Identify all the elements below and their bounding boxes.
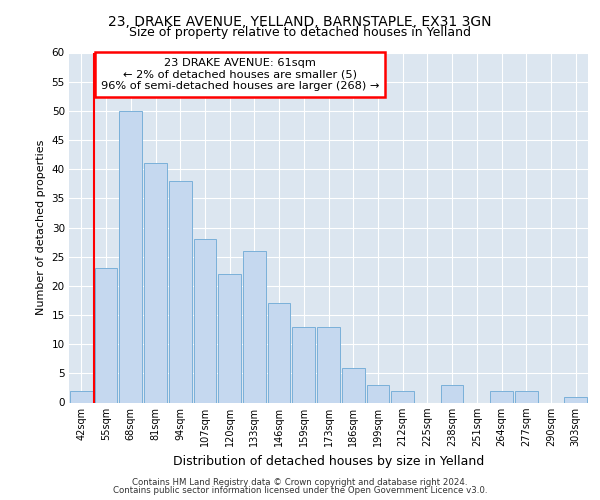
Bar bbox=[268, 304, 290, 402]
Text: 23, DRAKE AVENUE, YELLAND, BARNSTAPLE, EX31 3GN: 23, DRAKE AVENUE, YELLAND, BARNSTAPLE, E… bbox=[108, 15, 492, 29]
Bar bbox=[243, 251, 266, 402]
Bar bbox=[194, 239, 216, 402]
Bar bbox=[70, 391, 93, 402]
Bar bbox=[317, 326, 340, 402]
Bar bbox=[169, 181, 191, 402]
Bar bbox=[515, 391, 538, 402]
Bar bbox=[218, 274, 241, 402]
Bar bbox=[564, 396, 587, 402]
Bar bbox=[367, 385, 389, 402]
Bar bbox=[391, 391, 414, 402]
X-axis label: Distribution of detached houses by size in Yelland: Distribution of detached houses by size … bbox=[173, 454, 484, 468]
Text: 23 DRAKE AVENUE: 61sqm
← 2% of detached houses are smaller (5)
96% of semi-detac: 23 DRAKE AVENUE: 61sqm ← 2% of detached … bbox=[101, 58, 379, 91]
Text: Size of property relative to detached houses in Yelland: Size of property relative to detached ho… bbox=[129, 26, 471, 39]
Bar bbox=[490, 391, 513, 402]
Bar bbox=[441, 385, 463, 402]
Text: Contains public sector information licensed under the Open Government Licence v3: Contains public sector information licen… bbox=[113, 486, 487, 495]
Y-axis label: Number of detached properties: Number of detached properties bbox=[36, 140, 46, 315]
Bar bbox=[119, 111, 142, 403]
Bar bbox=[342, 368, 365, 402]
Bar bbox=[144, 164, 167, 402]
Bar bbox=[292, 326, 315, 402]
Text: Contains HM Land Registry data © Crown copyright and database right 2024.: Contains HM Land Registry data © Crown c… bbox=[132, 478, 468, 487]
Bar bbox=[95, 268, 118, 402]
